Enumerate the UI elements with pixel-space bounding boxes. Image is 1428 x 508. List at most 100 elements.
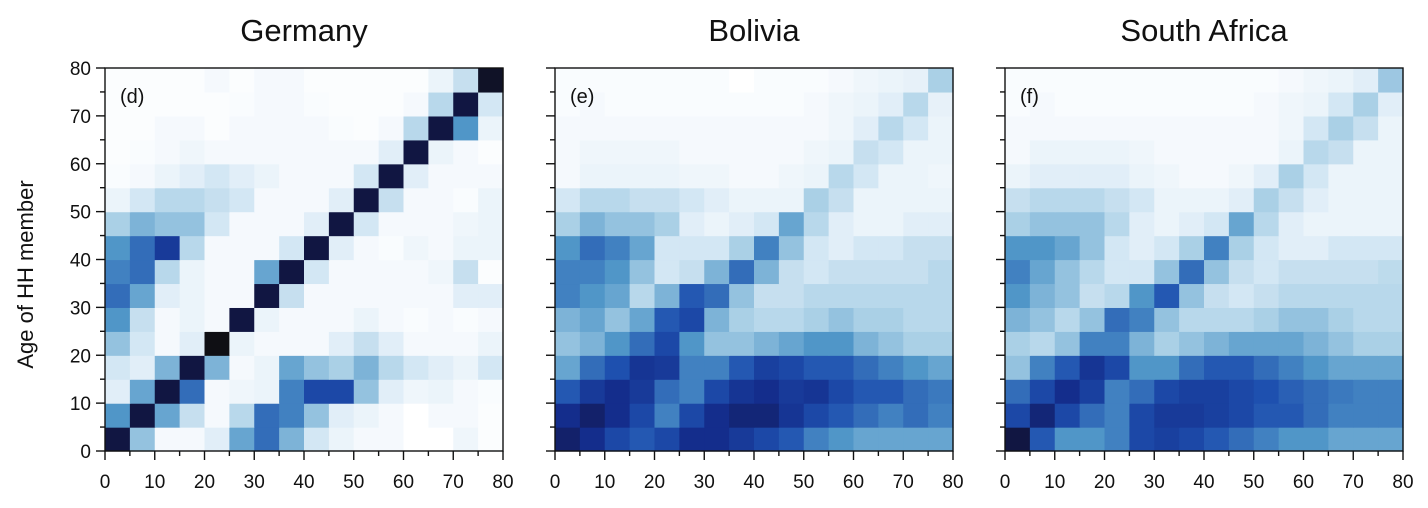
heatmap-cell [1204, 283, 1230, 308]
heatmap-cell [204, 427, 230, 452]
heatmap-cell [478, 211, 504, 237]
heatmap-cell [204, 403, 230, 428]
heatmap-cell [453, 283, 479, 308]
heatmap-cell [1029, 307, 1056, 332]
heatmap-cell [679, 379, 705, 404]
x-tick-label: 70 [443, 472, 464, 493]
heatmap-cell [928, 115, 954, 141]
heatmap-cell [1029, 403, 1056, 428]
panel-1: 0 10 20 30 40 50 60 70 80 Bolivia (e) [546, 13, 964, 493]
heatmap-cell [1005, 211, 1031, 237]
heatmap-cell [1054, 211, 1081, 237]
heatmap-cell [729, 379, 755, 404]
heatmap-cell [1104, 163, 1130, 189]
heatmap-cell [828, 139, 855, 165]
heatmap-cell [478, 331, 504, 356]
y-tick-label: 50 [70, 203, 91, 224]
heatmap-cell [1179, 403, 1205, 428]
heatmap-cell [328, 68, 355, 93]
heatmap-cell [555, 115, 581, 141]
heatmap-cell [1079, 283, 1106, 308]
heatmap-cell [229, 403, 255, 428]
heatmap-cell [179, 187, 206, 213]
heatmap-cell [853, 307, 879, 332]
heatmap-cell [555, 163, 581, 189]
heatmap-cell [254, 211, 280, 237]
heatmap-cell [204, 163, 230, 189]
heatmap-cell [629, 331, 656, 356]
heatmap-cell [1029, 68, 1056, 93]
heatmap-cell [204, 139, 230, 165]
heatmap-cell [1378, 211, 1404, 237]
heatmap-cell [1054, 139, 1081, 165]
heatmap-cell [754, 379, 780, 404]
heatmap-cell [878, 379, 904, 404]
heatmap-cell [105, 68, 131, 93]
heatmap-cell [453, 115, 479, 141]
heatmap-cell [179, 259, 206, 285]
heatmap-cell [629, 115, 656, 141]
heatmap-cell [453, 163, 479, 189]
heatmap-cell [853, 91, 879, 117]
heatmap-cell [328, 379, 355, 404]
heatmap-cell [129, 355, 156, 380]
heatmap-cell [1129, 115, 1155, 141]
heatmap-cell [1328, 139, 1354, 165]
heatmap-cell [1228, 331, 1255, 356]
heatmap-cell [754, 307, 780, 332]
heatmap-cell [704, 68, 730, 93]
heatmap-cell [878, 259, 904, 285]
heatmap-cell [903, 259, 929, 285]
heatmap-cell [604, 139, 631, 165]
heatmap-cell [654, 115, 680, 141]
heatmap-cell [304, 163, 330, 189]
heatmap-cell [1079, 91, 1106, 117]
heatmap-cell [403, 139, 429, 165]
heatmap-cell [229, 187, 255, 213]
heatmap-cell [878, 68, 904, 93]
heatmap-cell [704, 163, 730, 189]
heatmap-cell [403, 211, 429, 237]
heatmap-cell [304, 115, 330, 141]
heatmap-cell [654, 307, 680, 332]
heatmap-cell [778, 115, 805, 141]
heatmap-cell [828, 235, 855, 261]
heatmap-cell [478, 283, 504, 308]
heatmap-cell [304, 139, 330, 165]
heatmap-cell [304, 379, 330, 404]
heatmap-cell [328, 115, 355, 141]
heatmap-cell [1204, 379, 1230, 404]
heatmap-cell [579, 379, 606, 404]
heatmap-cell [105, 139, 131, 165]
heatmap-cell [1005, 403, 1031, 428]
heatmap-cell [1054, 187, 1081, 213]
heatmap-cell [1154, 211, 1180, 237]
heatmap-cell [105, 283, 131, 308]
heatmap-cell [1303, 307, 1329, 332]
heatmap-cell [328, 307, 355, 332]
heatmap-cell [279, 139, 305, 165]
heatmap-cell [1228, 235, 1255, 261]
x-tick-label: 30 [244, 472, 265, 493]
heatmap-cell [803, 355, 830, 380]
heatmap-cell [1079, 259, 1106, 285]
heatmap-cell [403, 163, 429, 189]
heatmap-cell [1104, 187, 1130, 213]
heatmap-cell [729, 91, 755, 117]
heatmap-cell [1303, 68, 1329, 93]
heatmap-cell [1005, 163, 1031, 189]
heatmap-cell [378, 91, 405, 117]
heatmap-cell [229, 139, 255, 165]
heatmap-cell [928, 91, 954, 117]
heatmap-cell [654, 235, 680, 261]
heatmap-cell [1228, 211, 1255, 237]
heatmap-cell [778, 211, 805, 237]
heatmap-cell [1303, 331, 1329, 356]
heatmap-cell [129, 331, 156, 356]
heatmap-cell [704, 187, 730, 213]
heatmap-cell [154, 355, 181, 380]
heatmap-cell [1378, 115, 1404, 141]
heatmap-cell [555, 91, 581, 117]
heatmap-cell [828, 403, 855, 428]
